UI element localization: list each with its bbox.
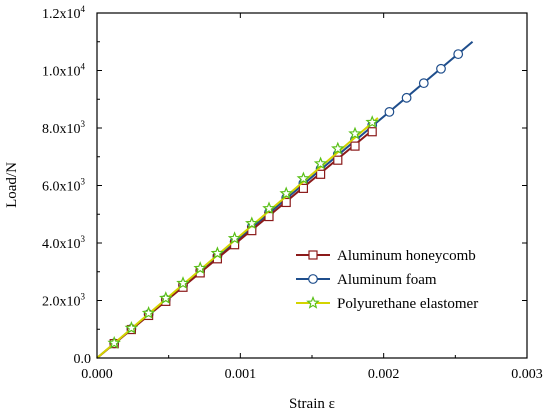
y-tick-label-2: 4.0x103 [42, 234, 86, 252]
data-point-aluminum-foam [401, 92, 412, 103]
data-point-aluminum-honeycomb [350, 141, 360, 151]
series-layer [96, 40, 474, 359]
data-point-polyurethane-elastomer [124, 320, 139, 334]
legend-marker-polyurethane-elastomer [306, 295, 320, 309]
legend-item-aluminum-honeycomb: Aluminum honeycomb [296, 248, 476, 264]
x-tick-label-0: 0.000 [81, 367, 113, 382]
x-tick-label-1: 0.001 [225, 367, 257, 382]
data-point-aluminum-foam [384, 106, 395, 117]
legend-item-polyurethane-elastomer: Polyurethane elastomer [296, 295, 478, 312]
legend-marker-aluminum-foam [308, 274, 318, 284]
series-polyurethane-elastomer [96, 115, 379, 359]
data-point-polyurethane-elastomer [159, 291, 173, 304]
y-tick-label-4: 8.0x103 [42, 119, 86, 137]
data-point-polyurethane-elastomer [227, 231, 242, 245]
data-point-polyurethane-elastomer [262, 201, 276, 215]
data-point-polyurethane-elastomer [210, 246, 225, 260]
data-point-polyurethane-elastomer [279, 186, 293, 200]
y-tick-label-0: 0.0 [74, 352, 92, 367]
data-point-polyurethane-elastomer [141, 306, 156, 319]
data-point-aluminum-honeycomb [264, 211, 274, 222]
data-point-aluminum-honeycomb [316, 169, 326, 179]
data-point-aluminum-honeycomb [298, 183, 308, 193]
data-point-polyurethane-elastomer [176, 276, 190, 290]
legend-label-aluminum-foam: Aluminum foam [337, 272, 437, 288]
data-point-polyurethane-elastomer [107, 335, 121, 349]
y-axis-ticks: 0.0 2.0x103 4.0x103 6.0x103 8.0x103 1.0x104 1.… [42, 4, 527, 367]
data-point-polyurethane-elastomer [365, 115, 379, 129]
legend: Aluminum honeycomb Aluminum foam Polyureth… [286, 243, 522, 313]
y-tick-label-5: 1.0x104 [42, 62, 86, 80]
data-point-polyurethane-elastomer [193, 261, 207, 275]
data-point-polyurethane-elastomer [331, 141, 345, 155]
y-tick-label-3: 6.0x103 [42, 177, 86, 195]
data-point-aluminum-honeycomb [281, 197, 291, 208]
data-point-polyurethane-elastomer [348, 126, 362, 140]
x-tick-label-2: 0.002 [368, 367, 400, 382]
y-tick-label-1: 2.0x103 [42, 292, 86, 310]
x-axis-ticks: 0.000 0.001 0.002 0.003 [81, 13, 543, 382]
y-axis-title: Load/N [4, 162, 20, 208]
data-point-aluminum-honeycomb [367, 127, 377, 137]
data-point-aluminum-foam [436, 63, 446, 74]
legend-label-polyurethane-elastomer: Polyurethane elastomer [337, 296, 478, 312]
y-tick-label-6: 1.2x104 [42, 4, 86, 22]
data-point-polyurethane-elastomer [296, 171, 311, 185]
data-point-aluminum-foam [453, 49, 464, 60]
legend-marker-aluminum-honeycomb [308, 250, 318, 260]
data-point-polyurethane-elastomer [245, 216, 259, 230]
x-axis-title: Strain ε [289, 396, 335, 412]
data-point-aluminum-honeycomb [333, 155, 343, 165]
data-point-polyurethane-elastomer [313, 156, 328, 170]
legend-label-aluminum-honeycomb: Aluminum honeycomb [337, 248, 476, 264]
legend-item-aluminum-foam: Aluminum foam [296, 272, 437, 288]
data-point-aluminum-foam [418, 78, 429, 89]
x-tick-label-3: 0.003 [511, 367, 543, 382]
